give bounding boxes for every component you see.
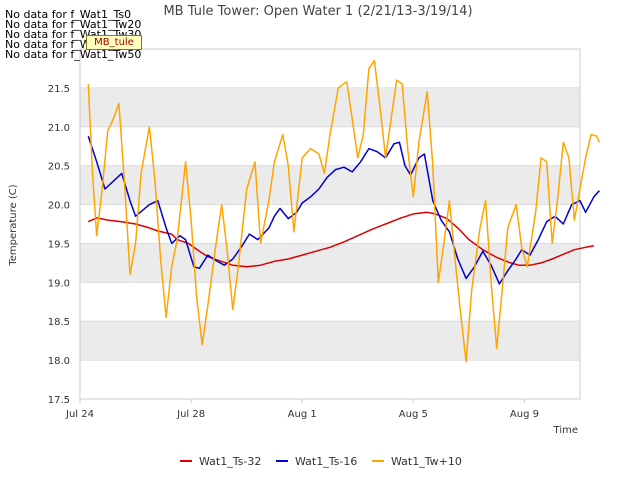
no-data-notice: No data for f_Wat1_Ts0 bbox=[5, 8, 132, 21]
background-bands bbox=[80, 87, 580, 361]
y-tick-label: 17.5 bbox=[48, 395, 70, 406]
series-layer bbox=[87, 59, 601, 363]
x-tick-label: Aug 1 bbox=[288, 409, 317, 420]
series-line-wat1-ts-32 bbox=[87, 211, 595, 268]
x-tick-label: Aug 5 bbox=[399, 409, 428, 420]
y-tick-label: 21.5 bbox=[48, 84, 70, 95]
y-tick-label: 20.0 bbox=[48, 201, 70, 212]
y-tick-label: 19.0 bbox=[48, 278, 70, 289]
y-tick-label: 20.5 bbox=[48, 162, 70, 173]
band-2 bbox=[80, 165, 580, 205]
chart-title: MB Tule Tower: Open Water 1 (2/21/13-3/1… bbox=[163, 4, 472, 19]
x-tick-label: Jul 24 bbox=[65, 409, 94, 420]
band-3 bbox=[80, 87, 580, 127]
y-tick-label: 18.5 bbox=[48, 317, 70, 328]
legend: Wat1_Ts-32 Wat1_Ts-16 Wat1_Tw+10 bbox=[180, 455, 462, 468]
series-line-wat1-tw-10 bbox=[87, 59, 601, 363]
y-tick-label: 21.0 bbox=[48, 123, 70, 134]
legend-label: Wat1_Ts-32 bbox=[199, 455, 261, 468]
no-data-notice: No data for f_Wat1_Tw50 bbox=[5, 48, 142, 61]
legend-label: Wat1_Ts-16 bbox=[295, 455, 357, 468]
site-tag: MB_tule bbox=[86, 35, 142, 50]
y-tick-labels: 17.5 18.0 18.5 19.0 19.5 20.0 20.5 21.0 21.5 bbox=[48, 84, 70, 406]
x-axis-label: Time bbox=[553, 425, 578, 436]
x-tick-labels: Jul 24 Jul 28 Aug 1 Aug 5 Aug 9 bbox=[65, 399, 539, 420]
series-line-wat1-ts-16 bbox=[87, 135, 600, 285]
y-tick-label: 18.0 bbox=[48, 356, 70, 367]
y-axis-label: Temperature (C) bbox=[8, 184, 19, 266]
plot-frame bbox=[79, 48, 581, 400]
band-0 bbox=[80, 321, 580, 361]
x-tick-label: Jul 28 bbox=[176, 409, 205, 420]
legend-label: Wat1_Tw+10 bbox=[391, 455, 462, 468]
y-tick-label: 19.5 bbox=[48, 239, 70, 250]
x-tick-label: Aug 9 bbox=[510, 409, 539, 420]
no-data-notice: No data for f_Wat1_Tw20 bbox=[5, 18, 142, 31]
band-1 bbox=[80, 243, 580, 283]
gridlines bbox=[80, 87, 580, 400]
